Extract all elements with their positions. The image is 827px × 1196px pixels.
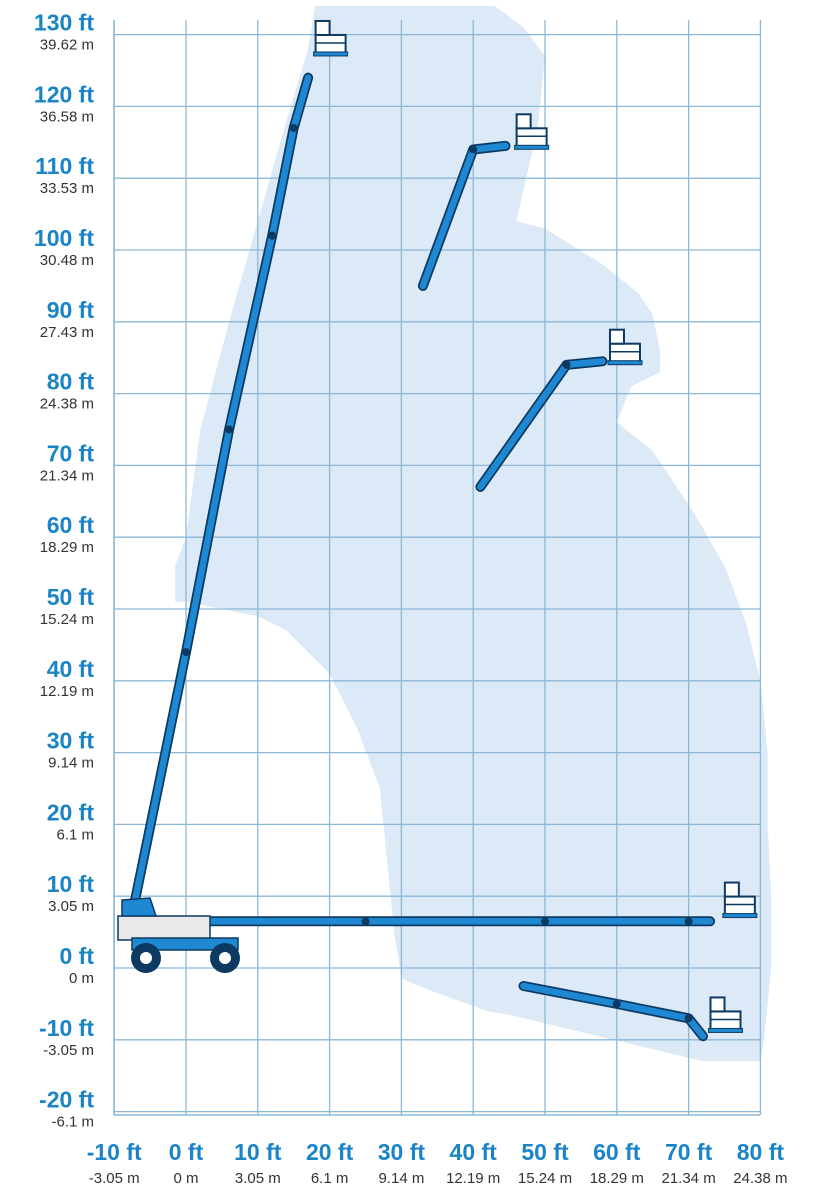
x-tick-label-m: -3.05 m xyxy=(89,1170,140,1187)
platform-floor xyxy=(514,144,550,150)
y-tick-label-ft: 100 ft xyxy=(34,225,94,251)
y-tick-label-m: 33.53 m xyxy=(40,180,94,197)
x-tick-label-ft: 60 ft xyxy=(593,1139,641,1165)
platform-floor xyxy=(708,1027,743,1033)
x-tick-label-ft: 70 ft xyxy=(665,1139,713,1165)
y-tick-label-m: 30.48 m xyxy=(40,252,94,269)
platform-floor xyxy=(607,360,643,366)
platform-control-box xyxy=(314,19,331,36)
platform-basket xyxy=(314,33,347,54)
platform-floor xyxy=(313,51,349,57)
platform-basket xyxy=(608,342,641,363)
platform-below-grade xyxy=(708,996,743,1033)
y-tick-label-m: 24.38 m xyxy=(40,396,94,413)
y-tick-label-ft: 50 ft xyxy=(47,584,95,610)
x-tick-label-m: 15.24 m xyxy=(518,1170,572,1187)
x-tick-label-ft: -10 ft xyxy=(87,1139,142,1165)
boom-joint xyxy=(289,123,298,132)
chassis-frame xyxy=(131,937,239,951)
x-tick-label-m: 21.34 m xyxy=(661,1170,715,1187)
boom-full-height xyxy=(127,19,349,920)
x-tick-label-m: 18.29 m xyxy=(590,1170,644,1187)
y-tick-label-m: 0 m xyxy=(69,970,94,987)
boom-below-grade xyxy=(518,981,743,1042)
y-tick-label-m: 12.19 m xyxy=(40,683,94,700)
boom-joint xyxy=(562,360,571,369)
boom-joint xyxy=(541,917,549,926)
boom-joint xyxy=(612,999,621,1008)
y-tick-label-m: -6.1 m xyxy=(51,1114,94,1131)
y-tick-label-m: 3.05 m xyxy=(48,898,94,915)
x-tick-label-ft: 20 ft xyxy=(306,1139,354,1165)
y-tick-label-m: -3.05 m xyxy=(43,1042,94,1059)
platform-control-box xyxy=(723,881,740,898)
machine-chassis xyxy=(117,897,240,973)
y-tick-label-ft: 60 ft xyxy=(47,512,95,538)
wheel-hub-icon xyxy=(140,952,152,964)
y-tick-label-m: 18.29 m xyxy=(40,539,94,556)
boom-arm xyxy=(128,74,312,918)
x-tick-label-m: 3.05 m xyxy=(235,1170,281,1187)
y-tick-label-ft: 70 ft xyxy=(47,440,95,466)
boom-mid-reach xyxy=(475,328,643,492)
boom-joint xyxy=(225,425,234,434)
x-tick-label-m: 9.14 m xyxy=(378,1170,424,1187)
x-tick-label-m: 6.1 m xyxy=(311,1170,349,1187)
platform-high-reach xyxy=(514,113,550,150)
wheel-hub-icon xyxy=(219,952,231,964)
platform-control-box xyxy=(608,328,625,345)
boom-joint xyxy=(684,917,693,926)
y-tick-label-m: 15.24 m xyxy=(40,611,94,628)
y-tick-label-ft: 40 ft xyxy=(47,656,95,682)
boom-high-reach xyxy=(417,113,550,291)
y-tick-label-m: 39.62 m xyxy=(40,37,94,54)
y-tick-label-m: 36.58 m xyxy=(40,108,94,125)
y-tick-label-ft: 0 ft xyxy=(60,943,95,969)
platform-floor xyxy=(722,913,758,919)
y-tick-label-ft: 20 ft xyxy=(47,799,95,825)
boom-joint xyxy=(684,1014,693,1023)
x-tick-label-m: 12.19 m xyxy=(446,1170,500,1187)
y-tick-label-m: 27.43 m xyxy=(40,324,94,341)
x-tick-label-ft: 40 ft xyxy=(450,1139,498,1165)
boom-horizontal xyxy=(137,881,758,927)
y-tick-label-ft: 90 ft xyxy=(47,297,95,323)
platform-control-box xyxy=(515,113,532,130)
y-tick-label-ft: 130 ft xyxy=(34,10,94,36)
y-tick-label-m: 21.34 m xyxy=(40,467,94,484)
platform-horizontal xyxy=(722,881,758,919)
boom-joint xyxy=(182,648,190,657)
platform-mid-reach xyxy=(607,328,643,366)
x-tick-label-m: 0 m xyxy=(173,1170,198,1187)
y-tick-label-ft: 80 ft xyxy=(47,369,95,395)
platform-basket xyxy=(515,127,548,148)
platform-full-height xyxy=(313,19,349,57)
y-tick-label-m: 6.1 m xyxy=(56,826,94,843)
y-tick-label-ft: -20 ft xyxy=(39,1087,94,1113)
turntable-counterweight xyxy=(121,897,158,917)
x-tick-label-ft: 30 ft xyxy=(378,1139,426,1165)
y-tick-label-m: 9.14 m xyxy=(48,755,94,772)
y-tick-label-ft: -10 ft xyxy=(39,1015,94,1041)
platform-basket xyxy=(723,895,756,916)
y-tick-label-ft: 120 ft xyxy=(34,81,94,107)
y-tick-label-ft: 110 ft xyxy=(35,153,94,179)
x-tick-label-ft: 10 ft xyxy=(234,1139,282,1165)
x-tick-label-ft: 80 ft xyxy=(737,1139,785,1165)
x-tick-label-m: 24.38 m xyxy=(733,1170,787,1187)
platform-control-box xyxy=(709,996,726,1013)
boom-joint xyxy=(268,231,277,240)
boom-joint xyxy=(469,145,478,154)
x-tick-label-ft: 50 ft xyxy=(521,1139,569,1165)
platform-basket xyxy=(709,1010,742,1031)
boom-arm xyxy=(520,982,707,1040)
y-tick-label-ft: 10 ft xyxy=(47,871,95,897)
turntable-body xyxy=(117,915,211,941)
boom-joint xyxy=(361,917,370,926)
y-tick-label-ft: 30 ft xyxy=(47,728,95,754)
x-tick-label-ft: 0 ft xyxy=(169,1139,204,1165)
